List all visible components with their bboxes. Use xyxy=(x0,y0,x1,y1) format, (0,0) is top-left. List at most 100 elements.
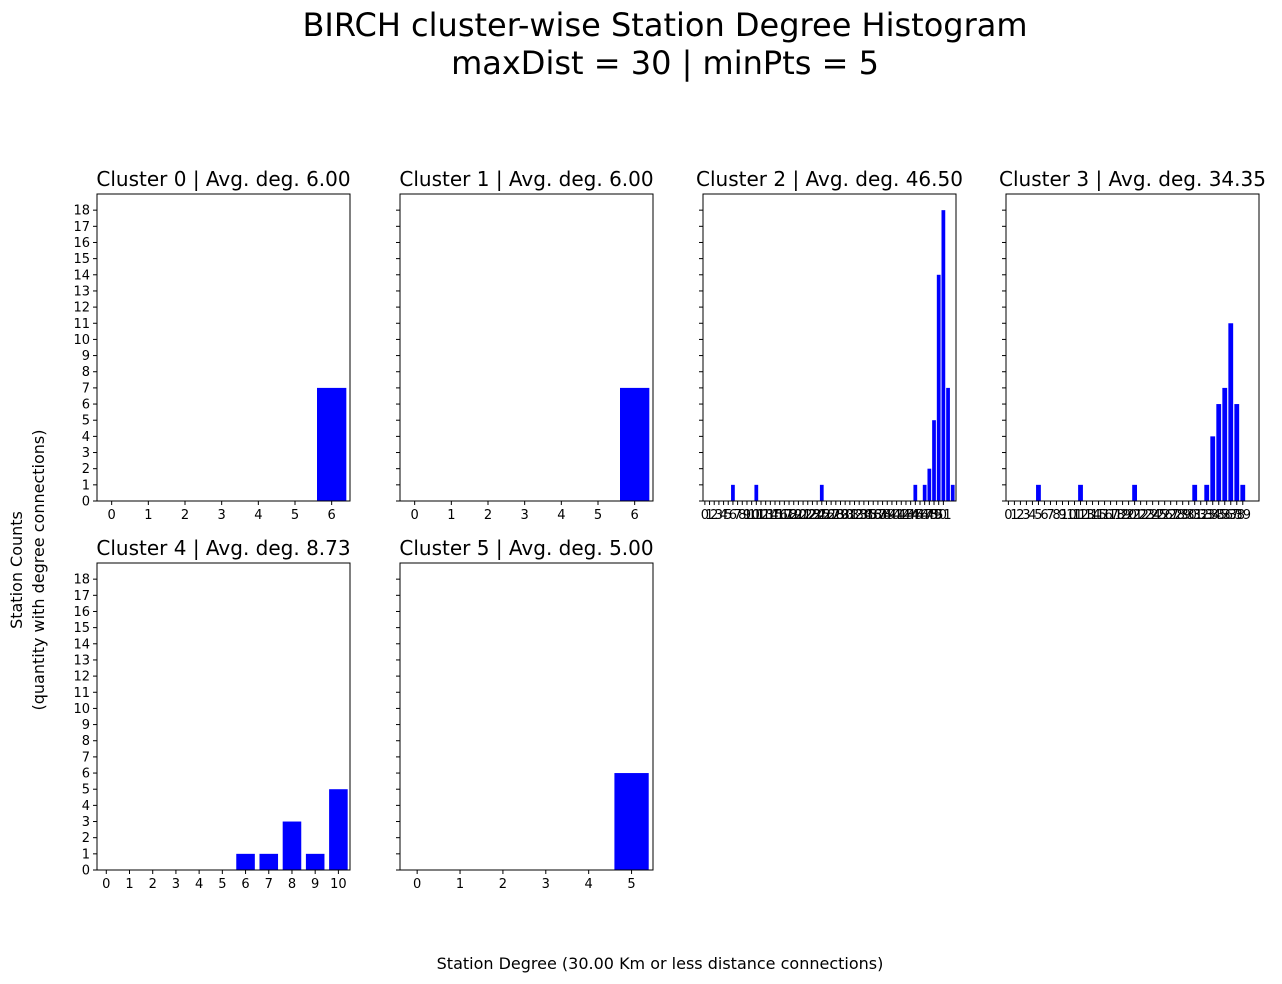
x-tick-label: 45 xyxy=(907,508,924,523)
x-tick-label: 5 xyxy=(1034,508,1042,523)
x-tick-label: 1 xyxy=(144,508,152,523)
x-tick-label: 7 xyxy=(733,508,741,523)
x-tick-label: 1 xyxy=(705,508,713,523)
x-tick-label: 8 xyxy=(288,877,296,892)
x-tick-label: 17 xyxy=(1102,508,1119,523)
x-tick-label: 2 xyxy=(499,877,507,892)
bar xyxy=(259,853,279,870)
x-tick-label: 3 xyxy=(715,508,723,523)
y-tick-label: 5 xyxy=(82,783,90,798)
x-tick-label: 7 xyxy=(1046,508,1054,523)
y-tick-label: 17 xyxy=(73,589,90,604)
x-tick-label: 6 xyxy=(729,508,737,523)
bar xyxy=(936,274,941,501)
x-tick-label: 31 xyxy=(842,508,859,523)
x-tick-label: 51 xyxy=(935,508,952,523)
x-tick-label: 11 xyxy=(748,508,765,523)
bar xyxy=(1036,484,1041,501)
x-tick-label: 39 xyxy=(1235,508,1252,523)
y-tick-label: 12 xyxy=(73,301,90,316)
x-tick-label: 25 xyxy=(814,508,831,523)
x-tick-label: 9 xyxy=(311,877,319,892)
x-tick-label: 1 xyxy=(456,877,464,892)
x-tick-label: 0 xyxy=(701,508,709,523)
subplot-title: Cluster 1 | Avg. deg. 6.00 xyxy=(399,167,653,191)
y-tick-label: 18 xyxy=(73,204,90,219)
y-tick-label: 14 xyxy=(73,268,90,283)
x-tick-label: 36 xyxy=(1216,508,1233,523)
x-tick-label: 35 xyxy=(1210,508,1227,523)
bar xyxy=(329,789,348,870)
x-tick-label: 12 xyxy=(753,508,770,523)
y-tick-label: 3 xyxy=(82,446,90,461)
bar xyxy=(1132,484,1138,501)
x-tick-label: 7 xyxy=(265,877,273,892)
figure-title: BIRCH cluster-wise Station Degree Histog… xyxy=(302,6,1028,44)
y-tick-label: 10 xyxy=(73,702,90,717)
x-tick-label: 37 xyxy=(1222,508,1239,523)
subplot-0: Cluster 0 | Avg. deg. 6.000 1 2 3 4 5 60123456… xyxy=(73,167,350,523)
x-tick-label: 21 xyxy=(1126,508,1143,523)
y-tick-label: 18 xyxy=(73,573,90,588)
x-tick-label: 2 xyxy=(149,877,157,892)
x-tick-label: 17 xyxy=(776,508,793,523)
x-tick-label: 0 xyxy=(413,877,421,892)
y-tick-label: 6 xyxy=(82,398,90,413)
y-tick-label: 11 xyxy=(73,317,90,332)
y-tick-label: 4 xyxy=(82,430,90,445)
x-tick-label: 2 xyxy=(484,508,492,523)
bar xyxy=(819,484,824,501)
x-tick-label: 5 xyxy=(594,508,602,523)
x-tick-label: 34 xyxy=(856,508,873,523)
x-tick-label: 6 xyxy=(241,877,249,892)
x-tick-label: 5 xyxy=(218,877,226,892)
bar xyxy=(754,484,759,501)
y-tick-label: 10 xyxy=(73,333,90,348)
y-tick-label: 15 xyxy=(73,252,90,267)
x-tick-label: 27 xyxy=(1162,508,1179,523)
axes-frame xyxy=(96,562,351,871)
x-tick-label: 42 xyxy=(893,508,910,523)
x-tick-label: 47 xyxy=(916,508,933,523)
x-tick-label: 4 xyxy=(557,508,565,523)
x-tick-label: 20 xyxy=(1120,508,1137,523)
x-tick-label: 9 xyxy=(743,508,751,523)
bar xyxy=(946,387,950,501)
x-tick-label: 0 xyxy=(1004,508,1012,523)
x-tick-label: 6 xyxy=(631,508,639,523)
bar xyxy=(927,468,932,501)
bar xyxy=(1234,404,1240,501)
bar xyxy=(1240,484,1246,501)
x-tick-label: 12 xyxy=(1072,508,1089,523)
x-tick-label: 8 xyxy=(738,508,746,523)
y-tick-label: 16 xyxy=(73,605,90,620)
bar xyxy=(731,484,735,501)
x-tick-label: 29 xyxy=(832,508,849,523)
bar xyxy=(1216,404,1222,501)
y-tick-label: 7 xyxy=(82,381,90,396)
x-tick-label: 43 xyxy=(898,508,915,523)
bar xyxy=(282,821,302,870)
bar xyxy=(236,853,255,870)
x-tick-label: 4 xyxy=(254,508,262,523)
x-tick-label: 6 xyxy=(328,508,336,523)
x-tick-label: 15 xyxy=(1090,508,1107,523)
x-tick-label: 10 xyxy=(1060,508,1077,523)
x-tick-label: 48 xyxy=(921,508,938,523)
x-tick-label: 14 xyxy=(762,508,779,523)
x-tick-label: 15 xyxy=(767,508,784,523)
y-tick-label: 14 xyxy=(73,637,90,652)
x-tick-label: 19 xyxy=(1114,508,1131,523)
x-tick-label: 24 xyxy=(809,508,826,523)
y-tick-label: 12 xyxy=(73,670,90,685)
y-tick-label: 4 xyxy=(82,799,90,814)
x-tick-label: 2 xyxy=(710,508,718,523)
y-tick-label: 0 xyxy=(82,495,90,510)
bar xyxy=(1222,387,1228,501)
y-tick-label: 1 xyxy=(82,478,90,493)
y-tick-label: 13 xyxy=(73,653,90,668)
x-tick-label: 1 xyxy=(1010,508,1018,523)
x-tick-label: 38 xyxy=(874,508,891,523)
x-tick-label: 0 xyxy=(102,877,110,892)
x-tick-label: 1 xyxy=(125,877,133,892)
